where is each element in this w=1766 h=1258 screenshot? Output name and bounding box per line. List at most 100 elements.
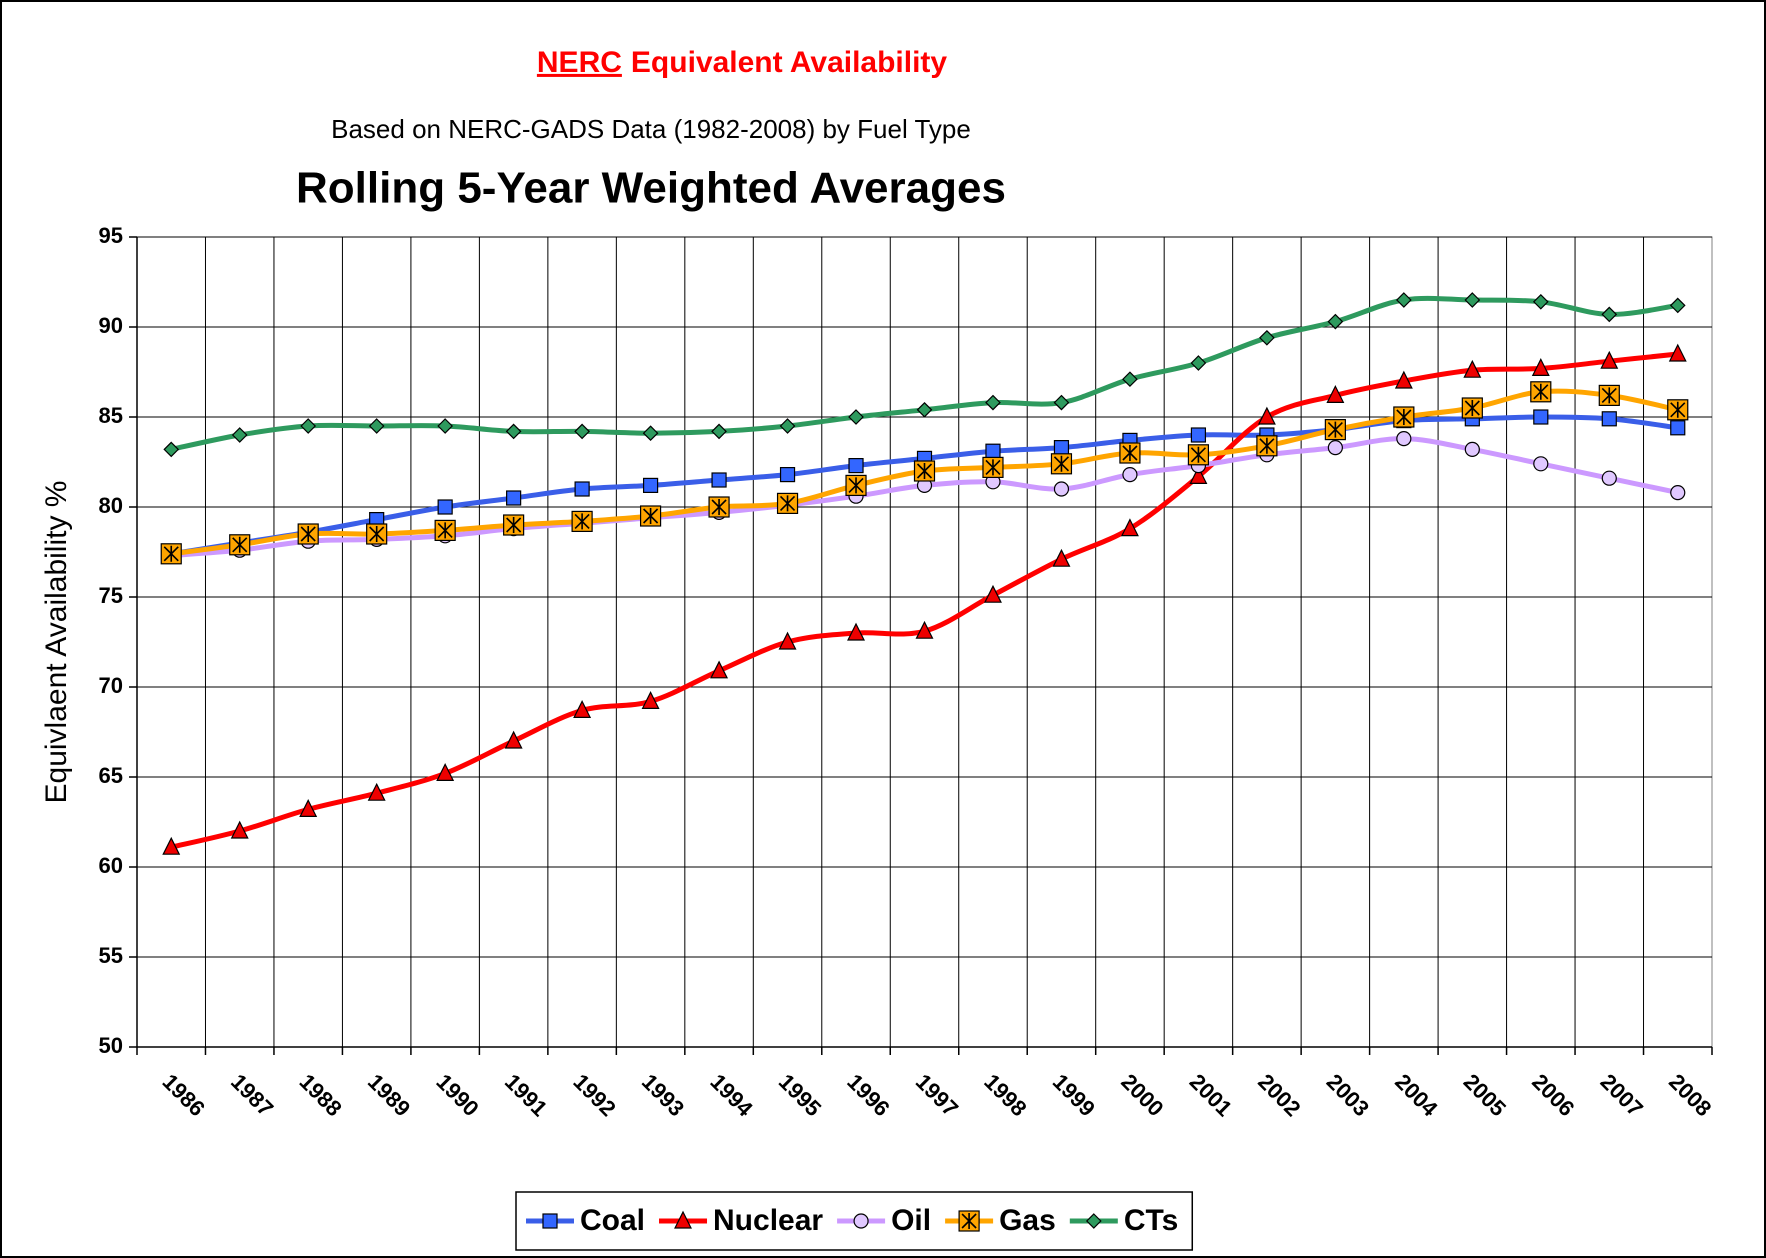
marker — [1669, 297, 1686, 314]
marker — [1598, 384, 1620, 406]
marker — [708, 496, 730, 518]
plot-area — [136, 236, 1713, 1048]
y-tick-label: 80 — [99, 493, 123, 518]
marker — [779, 418, 796, 434]
marker — [1122, 467, 1138, 483]
marker — [1053, 481, 1070, 497]
marker — [1464, 441, 1480, 457]
marker — [1256, 435, 1278, 457]
legend-label: Oil — [891, 1204, 931, 1237]
marker — [571, 510, 593, 532]
marker — [437, 418, 454, 434]
marker — [297, 523, 319, 545]
marker — [366, 523, 388, 545]
marker — [368, 418, 385, 434]
marker — [1324, 419, 1346, 441]
marker — [985, 443, 1001, 459]
y-tick-label: 55 — [99, 943, 123, 968]
marker — [230, 820, 249, 839]
marker — [1670, 420, 1686, 436]
marker-star — [985, 459, 1001, 476]
marker — [1394, 370, 1413, 389]
marker — [1122, 371, 1138, 388]
y-tick-label: 50 — [99, 1033, 123, 1058]
legend: Coal Nuclear Oil Gas CTs — [515, 1191, 1194, 1251]
chart-title: Equivalent Availability — [631, 46, 948, 79]
marker-star — [437, 522, 453, 539]
marker — [506, 490, 522, 506]
marker-star — [916, 463, 933, 479]
marker — [711, 423, 727, 440]
marker — [642, 425, 659, 442]
marker — [437, 499, 453, 515]
y-tick-label: 95 — [99, 223, 123, 248]
legend-label: Nuclear — [713, 1204, 823, 1237]
marker-star — [643, 508, 659, 524]
marker-star — [574, 513, 590, 530]
marker — [1259, 329, 1275, 346]
marker — [505, 423, 522, 440]
marker — [1053, 440, 1070, 456]
marker-star — [300, 526, 316, 542]
marker — [436, 763, 455, 782]
y-tick-label: 65 — [99, 763, 123, 788]
marker — [853, 1213, 869, 1229]
y-axis-label: Equivlaent Availability % — [40, 481, 73, 804]
marker — [1530, 381, 1552, 403]
y-tick-label: 70 — [99, 673, 123, 698]
marker — [848, 458, 864, 474]
marker — [1395, 292, 1412, 308]
marker — [1190, 355, 1207, 371]
marker — [231, 427, 248, 443]
marker — [574, 481, 590, 497]
marker — [1119, 442, 1141, 464]
marker-star — [506, 517, 522, 533]
marker — [504, 730, 523, 749]
marker — [434, 519, 456, 542]
marker-star — [163, 545, 179, 562]
legend-label: Gas — [999, 1204, 1056, 1237]
marker — [163, 441, 180, 458]
marker-star — [1396, 409, 1412, 425]
marker — [1601, 411, 1617, 427]
marker — [300, 418, 317, 434]
marker — [845, 474, 867, 496]
marker — [1085, 1213, 1102, 1229]
marker — [1601, 306, 1618, 323]
marker-star — [1259, 437, 1275, 454]
marker — [1532, 293, 1549, 310]
marker — [1533, 409, 1549, 425]
y-tick-label: 85 — [99, 403, 123, 428]
marker — [984, 584, 1002, 603]
marker — [1600, 350, 1619, 369]
marker — [1461, 397, 1483, 419]
marker — [985, 394, 1001, 411]
marker — [642, 477, 659, 493]
marker — [1463, 359, 1482, 378]
marker — [1668, 343, 1687, 362]
marker — [1327, 313, 1344, 330]
marker — [916, 401, 933, 418]
marker-star — [369, 526, 385, 542]
marker — [711, 472, 727, 488]
marker-star — [1670, 401, 1686, 418]
marker — [542, 1213, 558, 1229]
marker — [847, 622, 865, 641]
title-link: NERC — [537, 46, 622, 79]
marker — [958, 1210, 980, 1232]
marker — [710, 660, 729, 679]
marker — [1327, 440, 1343, 456]
marker-star — [1327, 421, 1343, 438]
marker — [1053, 394, 1070, 411]
marker — [778, 631, 797, 650]
marker-star — [1533, 383, 1549, 400]
marker — [1052, 548, 1071, 567]
marker-star — [1053, 455, 1070, 472]
marker — [982, 456, 1004, 478]
marker — [1396, 431, 1412, 447]
marker — [1533, 456, 1549, 472]
chart-subtitle: Based on NERC-GADS Data (1982-2008) by F… — [331, 114, 971, 144]
marker — [1670, 485, 1686, 501]
marker — [160, 543, 182, 565]
